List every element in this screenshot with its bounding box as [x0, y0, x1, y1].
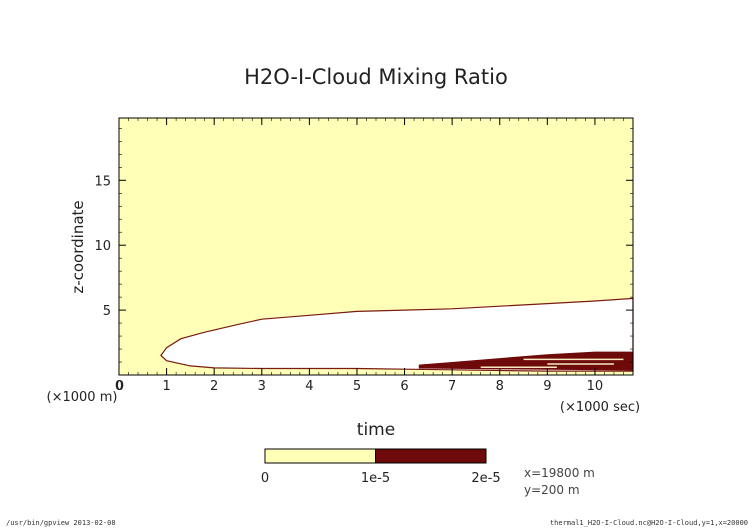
colorbar-tick-label: 1e-5 — [361, 471, 390, 486]
x-tick-label: 7 — [448, 379, 456, 394]
x-tick-label: 0 — [115, 379, 123, 394]
x-tick-label: 6 — [400, 379, 408, 394]
y-axis-label: z-coordinate — [69, 200, 87, 293]
colorbar: 0 1e-5 2e-5 — [261, 448, 501, 486]
fill-level-high — [418, 351, 633, 371]
x-axis-label: time — [357, 420, 395, 440]
chart-title: H2O-I-Cloud Mixing Ratio — [244, 65, 508, 89]
y-origin-label: 0 — [116, 379, 124, 394]
x-tick-label: 4 — [305, 379, 313, 394]
x-tick-label: 1 — [162, 379, 170, 394]
y-tick-label: 15 — [94, 174, 111, 189]
footer-left: /usr/bin/gpview 2013-02-08 — [6, 519, 116, 527]
colorbar-tick-label: 2e-5 — [471, 471, 500, 486]
x-tick-label: 3 — [258, 379, 266, 394]
x-tick-label: 9 — [543, 379, 551, 394]
x-tick-label: 10 — [587, 379, 604, 394]
cloud-region — [160, 297, 634, 372]
y-unit-note: (×1000 m) — [47, 390, 118, 405]
plot-area: 0 1 2 3 4 5 6 7 8 9 10 5 10 15 — [94, 117, 634, 394]
x-tick-label: 5 — [353, 379, 361, 394]
x-tick-label: 2 — [210, 379, 218, 394]
colorbar-segment — [375, 449, 486, 463]
y-tick-label: 10 — [94, 239, 111, 254]
colorbar-tick-label: 0 — [261, 471, 269, 486]
y-tick-label: 5 — [103, 304, 111, 319]
colorbar-segment — [265, 449, 376, 463]
x-unit-note: (×1000 sec) — [560, 400, 640, 415]
annotation-y: y=200 m — [524, 483, 580, 497]
footer-right: thermal1_H2O-I-Cloud.nc@H2O-I-Cloud,y=1,… — [549, 519, 748, 527]
x-tick-label: 8 — [496, 379, 504, 394]
annotation-x: x=19800 m — [524, 466, 595, 480]
